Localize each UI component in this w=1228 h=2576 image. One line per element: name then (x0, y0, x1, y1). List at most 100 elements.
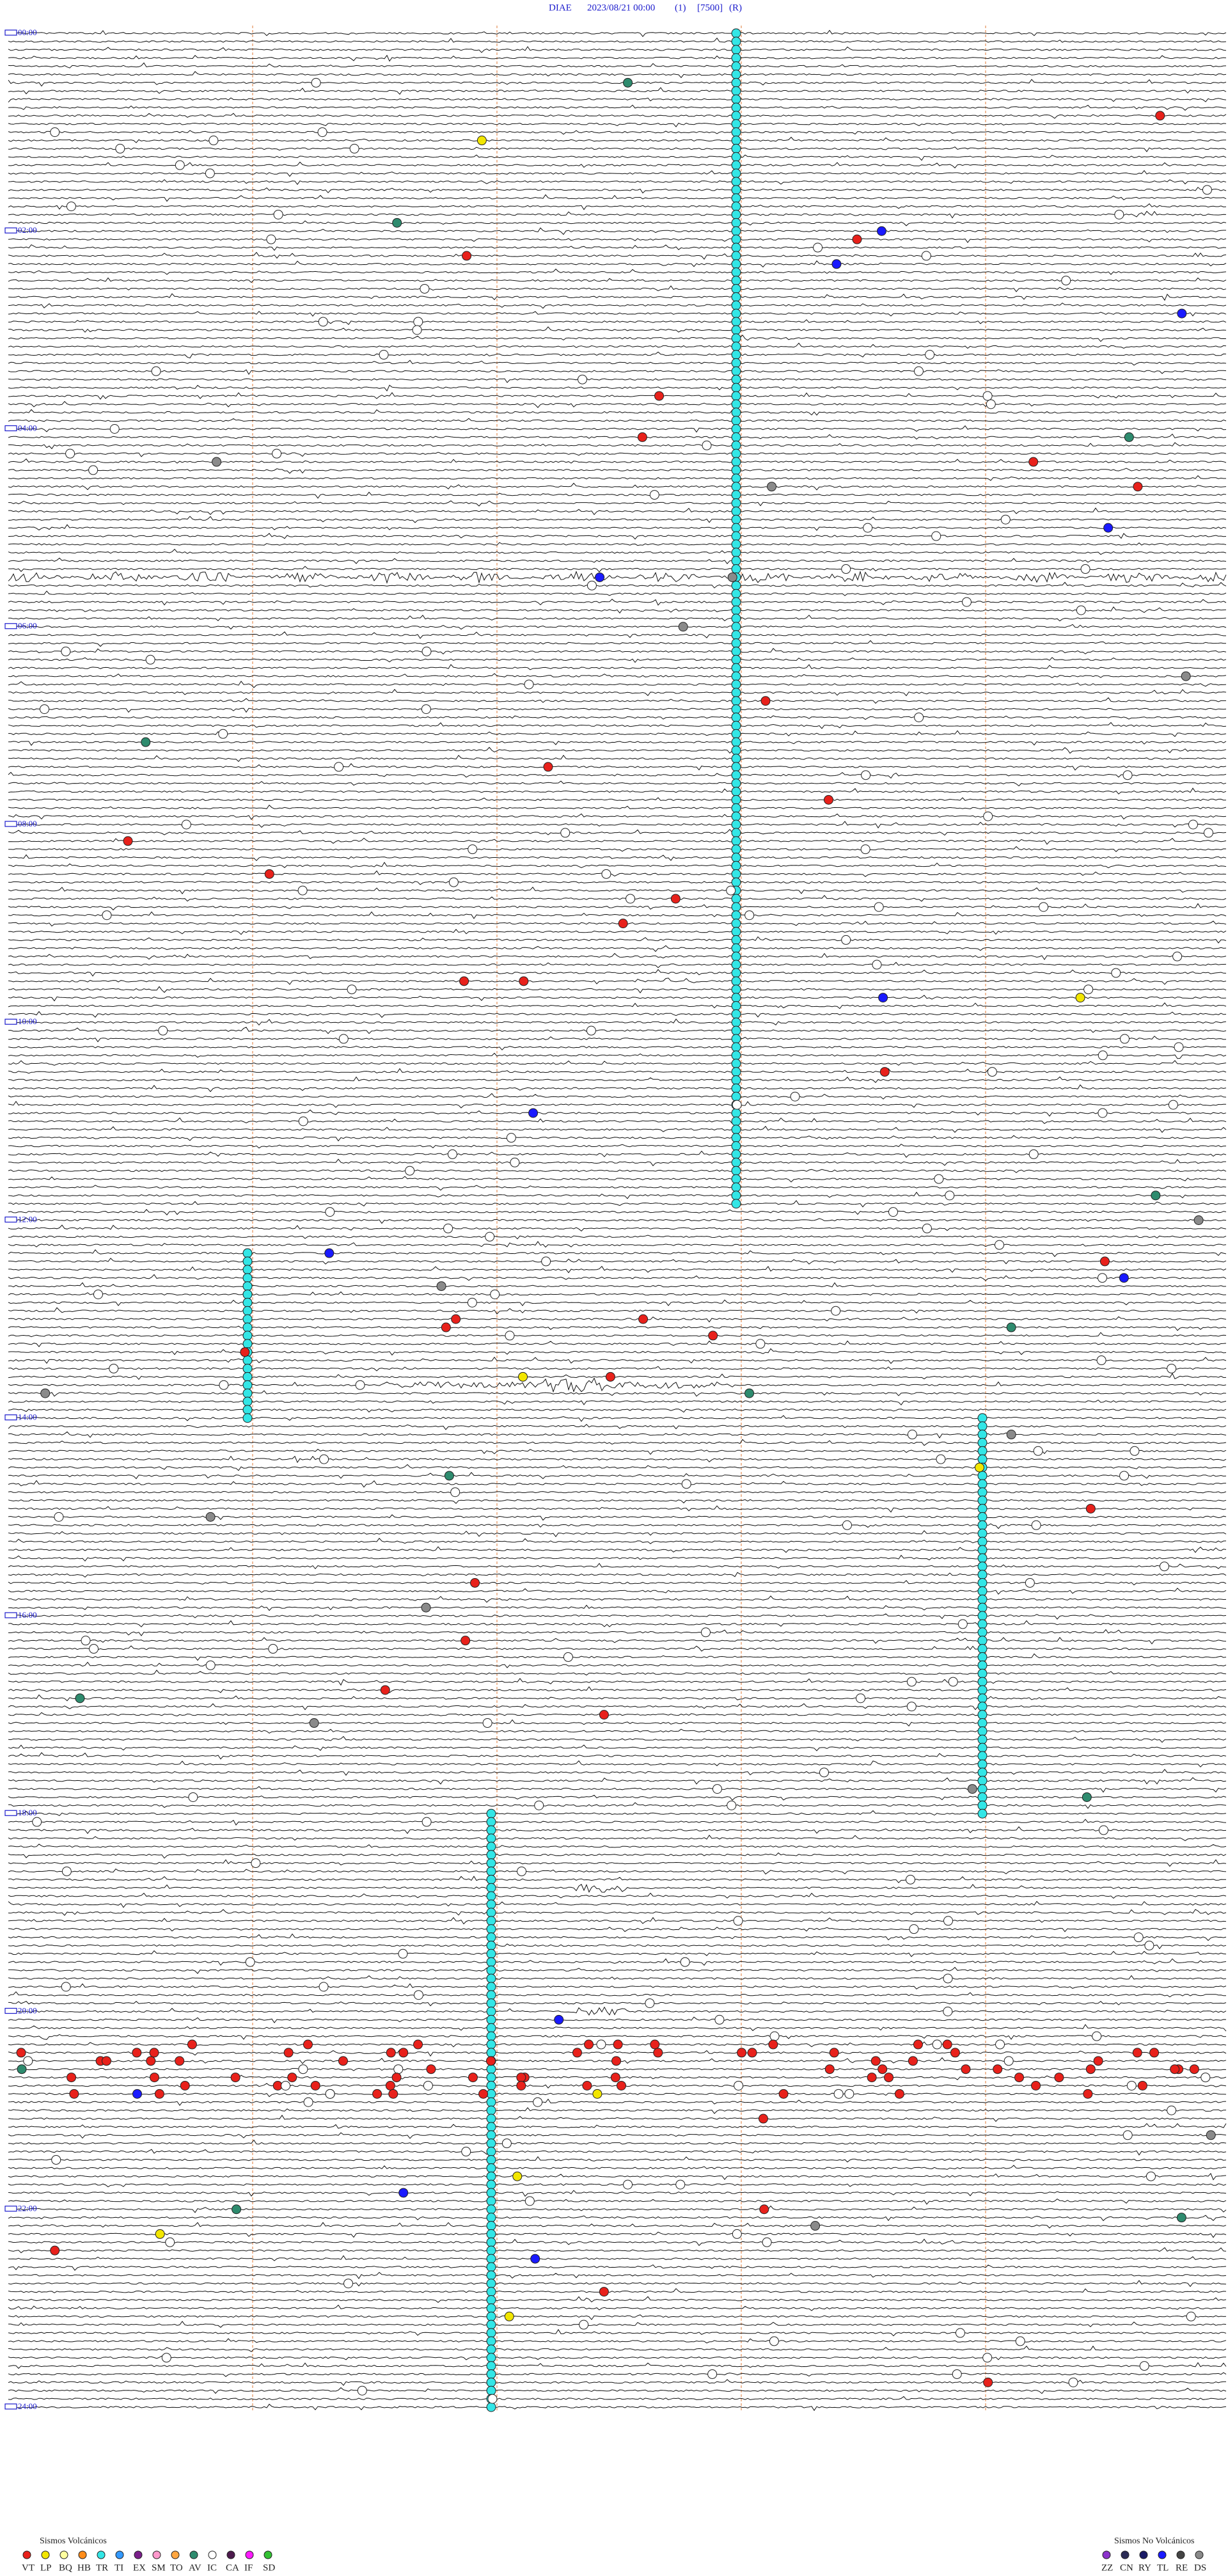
event (942, 2039, 952, 2050)
event (1083, 2089, 1093, 2099)
event (731, 597, 741, 607)
event (534, 1800, 544, 1810)
trace (8, 614, 1227, 622)
trace (8, 1258, 1227, 1265)
trace (8, 1572, 1227, 1578)
event (601, 869, 611, 879)
event (829, 2048, 839, 2058)
event (1006, 1322, 1016, 1332)
event (731, 564, 741, 574)
trace (8, 804, 1227, 810)
event (1202, 185, 1212, 195)
event (961, 597, 972, 607)
trace (8, 754, 1227, 763)
trace (8, 681, 1227, 688)
event (242, 1297, 253, 1308)
trace (8, 624, 1227, 630)
event (1114, 209, 1124, 219)
hour-marker (4, 623, 17, 629)
trace (8, 1045, 1227, 1051)
event (842, 1520, 852, 1530)
event (731, 613, 741, 624)
event (755, 1339, 766, 1349)
event (731, 473, 741, 484)
trace (8, 1126, 1227, 1133)
event (731, 630, 741, 640)
legend-swatch (78, 2550, 87, 2559)
event (524, 679, 534, 690)
trace (8, 277, 1227, 283)
event (242, 1256, 253, 1267)
event (977, 1520, 988, 1530)
event (714, 2014, 725, 2025)
event (1031, 2080, 1041, 2090)
legend-label: IF (244, 2563, 253, 2573)
event (298, 2064, 308, 2074)
trace (8, 293, 1227, 301)
trace (8, 1744, 1227, 1751)
event (1098, 1050, 1108, 1061)
event (448, 877, 459, 887)
event (934, 1174, 944, 1184)
hour-marker (4, 2403, 17, 2410)
hour-marker (4, 1414, 17, 1421)
event (486, 2328, 496, 2338)
event (386, 2048, 396, 2058)
event (1099, 1256, 1110, 1267)
trace (8, 697, 1226, 704)
event (1159, 1561, 1169, 1572)
event (69, 2089, 79, 2099)
event (145, 654, 155, 665)
event (468, 844, 478, 855)
event (731, 762, 741, 772)
event (675, 2179, 686, 2190)
event (468, 2073, 478, 2083)
event (1098, 1108, 1108, 1118)
trace (8, 2198, 1227, 2205)
event (731, 300, 741, 310)
event (982, 2353, 993, 2363)
event (731, 943, 741, 953)
trace (8, 1852, 1227, 1859)
trace (8, 1274, 1227, 1281)
event (338, 1034, 349, 1044)
event (747, 2048, 757, 2058)
event (154, 2089, 164, 2099)
trace (8, 1068, 1227, 1074)
event (731, 416, 741, 426)
event (421, 1817, 432, 1827)
event (731, 935, 741, 945)
event (731, 1067, 741, 1077)
event (486, 2287, 496, 2297)
trace (8, 986, 1227, 993)
trace (8, 2288, 1227, 2293)
trace (8, 351, 1227, 359)
trace (8, 961, 1227, 968)
trace (8, 1546, 1227, 1553)
trace (8, 400, 1227, 408)
event (737, 2048, 747, 2058)
event (731, 1050, 741, 1061)
event (349, 143, 359, 154)
legend-label: VT (22, 2563, 35, 2573)
hour-marker (4, 1216, 17, 1223)
trace (8, 2304, 1227, 2311)
event (861, 770, 871, 780)
event (731, 754, 741, 764)
event (232, 2204, 242, 2215)
trace (8, 2272, 1227, 2279)
event (572, 2048, 582, 2058)
event (451, 1314, 461, 1324)
trace (8, 1916, 1227, 1925)
event (486, 2179, 496, 2190)
event (819, 1767, 829, 1778)
hour-marker (4, 1612, 17, 1618)
trace (8, 2247, 1227, 2254)
trace (8, 1728, 1227, 1734)
event (242, 1273, 253, 1283)
event (731, 1149, 741, 1159)
event (731, 828, 741, 838)
event (132, 2089, 143, 2099)
event (731, 860, 741, 871)
